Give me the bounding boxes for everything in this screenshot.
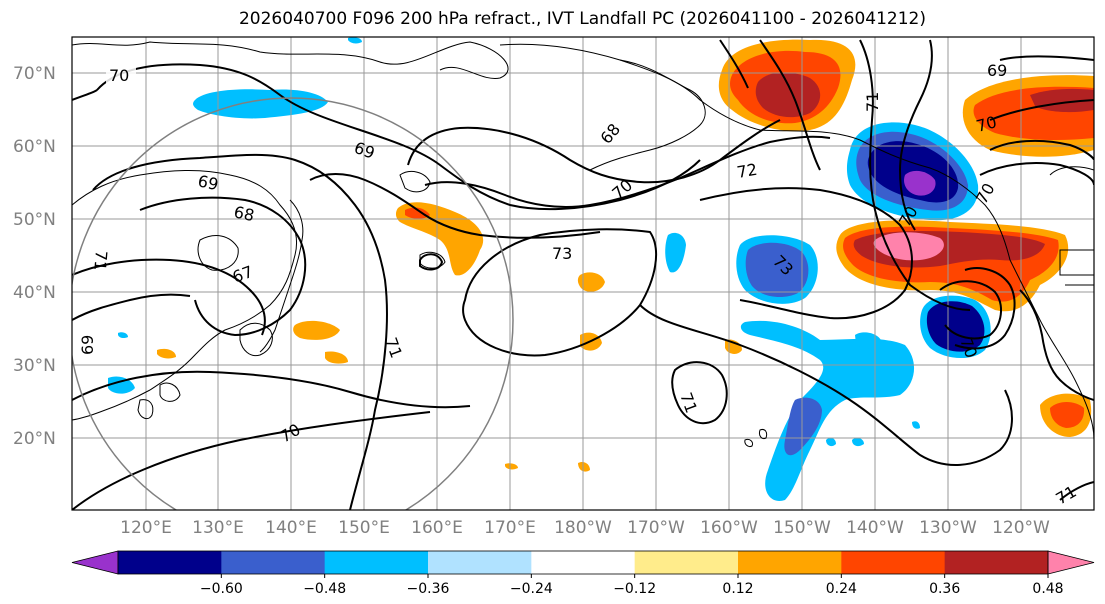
colorbar-segment xyxy=(841,551,946,574)
shade-positive-sm4 xyxy=(325,351,348,364)
lat-label: 40°N xyxy=(13,283,56,303)
shade-positive-kuril xyxy=(395,202,484,276)
coastlines xyxy=(72,41,1094,447)
shade-negative-sm1 xyxy=(665,232,686,273)
shade-positive-sm6 xyxy=(505,463,518,470)
colorbar-tick-label: 0.48 xyxy=(1032,581,1063,597)
contour-label: 73 xyxy=(552,244,572,263)
shade-negative-sm5 xyxy=(348,37,362,44)
shading-layer xyxy=(108,37,1094,501)
lat-label: 70°N xyxy=(13,64,56,84)
shade-positive-japan xyxy=(293,320,340,340)
colorbar: −0.60 −0.48 −0.36 −0.24 −0.12 0.12 0.24 0.36 0.4… xyxy=(71,550,1095,597)
colorbar-tick-label: 0.36 xyxy=(929,581,960,597)
shade-negative-sm8 xyxy=(912,421,920,429)
contour-label: 69 xyxy=(196,171,220,194)
colorbar-tick-label: −0.36 xyxy=(407,581,450,597)
map-title: 2026040700 F096 200 hPa refract., IVT La… xyxy=(238,9,926,29)
contour-label: 69 xyxy=(987,61,1007,80)
colorbar-segment xyxy=(324,551,429,574)
shade-negative-mid-core xyxy=(745,242,809,298)
colorbar-segment xyxy=(428,551,532,574)
contour-label-layer: 70 69 69 68 67 71 69 70 68 70 72 73 71 7… xyxy=(78,61,1080,508)
colorbar-tick-label: −0.12 xyxy=(613,581,656,597)
shade-positive-mexico-core xyxy=(1050,402,1085,428)
lon-label: 140°W xyxy=(846,518,904,538)
colorbar-segment xyxy=(738,551,842,574)
lon-label: 120°W xyxy=(992,518,1050,538)
contour-label: 68 xyxy=(232,202,256,225)
lon-label: 150°W xyxy=(773,518,831,538)
colorbar-segment xyxy=(944,551,1049,574)
shade-negative-ribbon-core xyxy=(784,397,822,456)
lon-label: 130°W xyxy=(919,518,977,538)
lon-label: 130°E xyxy=(192,518,244,538)
colorbar-tick-label: −0.48 xyxy=(303,581,346,597)
map-frame xyxy=(71,36,1095,511)
lat-label: 60°N xyxy=(13,137,56,157)
contour-label: 71 xyxy=(90,250,111,272)
colorbar-segment xyxy=(118,551,222,574)
lat-label: 50°N xyxy=(13,210,56,230)
colorbar-segment xyxy=(634,551,739,574)
shade-positive-canada-peak xyxy=(1030,88,1094,113)
lon-label: 180°W xyxy=(554,518,612,538)
contour-label: 71 xyxy=(863,92,882,112)
colorbar-tick-label: −0.24 xyxy=(510,581,553,597)
lon-label: 150°E xyxy=(338,518,390,538)
colorbar-tick-label: 0.24 xyxy=(826,581,857,597)
colorbar-segment xyxy=(531,551,636,574)
shade-negative-sm7 xyxy=(852,437,864,447)
colorbar-extend-low xyxy=(71,550,119,575)
lat-label: 20°N xyxy=(13,429,56,449)
shade-negative-ribbon xyxy=(740,320,915,501)
lon-label: 170°W xyxy=(627,518,685,538)
contour-label: 72 xyxy=(735,160,758,182)
latitude-labels: 70°N 60°N 50°N 40°N 30°N 20°N xyxy=(13,64,56,449)
shade-negative-siberia xyxy=(193,89,328,119)
refractivity-contours xyxy=(72,39,1094,510)
shade-positive-sm7 xyxy=(578,461,590,472)
shade-positive-sm1 xyxy=(577,272,605,292)
lon-label: 170°E xyxy=(484,518,536,538)
shade-positive-sm5 xyxy=(157,348,176,359)
range-circle xyxy=(72,97,514,510)
lon-label: 160°E xyxy=(411,518,463,538)
shade-negative-sm6 xyxy=(826,437,836,447)
colorbar-tick-label: 0.12 xyxy=(722,581,753,597)
lat-label: 30°N xyxy=(13,356,56,376)
shade-positive-kuril-core xyxy=(405,207,430,219)
shade-positive-alaska-peak xyxy=(755,72,821,118)
colorbar-frame xyxy=(117,550,1049,575)
colorbar-segment xyxy=(221,551,326,574)
colorbar-tick-label: −0.60 xyxy=(200,581,243,597)
lon-label: 120°E xyxy=(120,518,172,538)
shade-negative-sm4 xyxy=(118,332,128,339)
graticule xyxy=(72,37,1094,510)
contour-label: 69 xyxy=(78,335,97,355)
longitude-labels: 120°E 130°E 140°E 150°E 160°E 170°E 180°… xyxy=(120,518,1050,538)
contour-label: 70 xyxy=(109,66,129,85)
shade-negative-gulf-peak xyxy=(904,170,936,196)
lon-label: 160°W xyxy=(700,518,758,538)
lon-label: 140°E xyxy=(265,518,317,538)
shade-negative-sm2 xyxy=(108,376,135,394)
contour-label: 70 xyxy=(974,112,999,136)
colorbar-extend-high xyxy=(1047,550,1095,575)
